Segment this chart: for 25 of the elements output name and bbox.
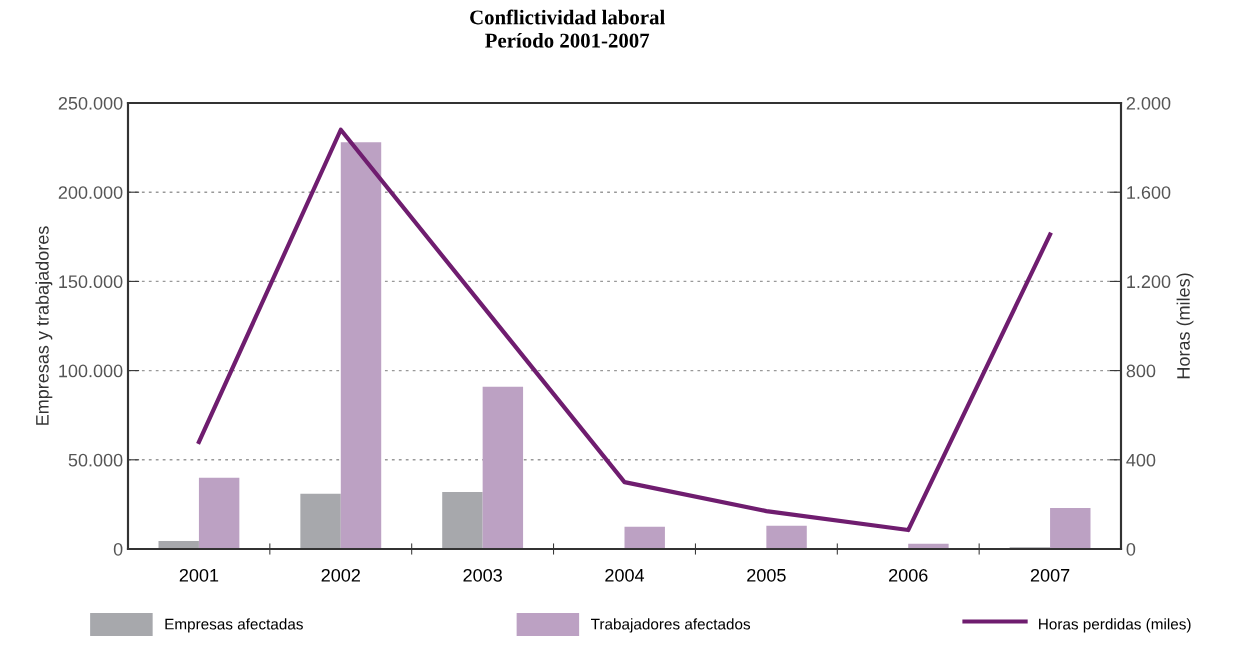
y2-tick-label: 0 [1126,542,1136,556]
y-tick-label: 250.000 [58,96,123,110]
x-tick-label: 2007 [1030,568,1070,582]
y-tick-label: 150.000 [59,275,123,289]
x-tick-label: 2004 [605,568,645,582]
x-tick-label: 2005 [747,568,786,582]
y2-tick-label: 800 [1126,364,1156,378]
legend-label: Trabajadores afectados [591,618,751,633]
x-tick-label: 2001 [179,568,219,582]
y-axis-title: Empresas y trabajadores [35,226,53,425]
y-tick-label: 200.000 [58,186,123,199]
chart-title: Conflictividad laboral Período 2001-2007 [470,9,665,48]
x-tick-label: 2006 [889,568,928,582]
y2-tick-label: 1.600 [1127,186,1171,199]
y2-tick-label: 1.200 [1127,275,1171,289]
y2-tick-label: 400 [1126,453,1156,467]
y-tick-label: 50.000 [68,453,123,467]
y2-tick-label: 2.000 [1126,96,1171,110]
y-tick-label: 0 [113,542,123,556]
legend-label: Empresas afectadas [165,618,303,633]
y-tick-label: 100.000 [59,364,123,378]
legend-label: Horas perdidas (miles) [1039,618,1191,633]
x-tick-label: 2002 [321,568,360,582]
y2-axis-title: Horas (miles) [1176,273,1194,379]
x-tick-label: 2003 [463,568,502,582]
